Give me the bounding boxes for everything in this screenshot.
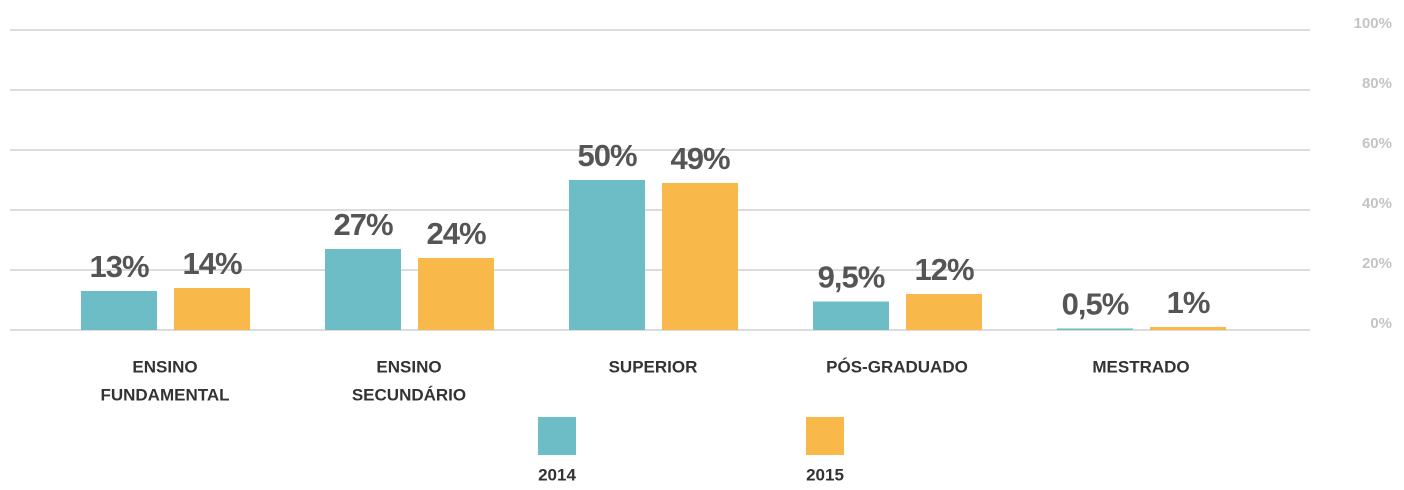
x-tick-label: ENSINO [376, 357, 441, 376]
y-tick-label: 60% [1362, 135, 1392, 152]
y-tick-label: 0% [1370, 315, 1392, 332]
value-label: 13% [89, 249, 148, 284]
bar [418, 258, 494, 330]
x-tick-label: PÓS-GRADUADO [826, 357, 968, 376]
legend-swatch [806, 417, 844, 455]
value-label: 0,5% [1062, 287, 1129, 322]
value-label: 49% [670, 141, 729, 176]
x-tick-label: SUPERIOR [609, 357, 698, 376]
legend-label: 2015 [806, 465, 844, 484]
y-tick-label: 80% [1362, 75, 1392, 92]
value-label: 14% [182, 246, 241, 281]
y-tick-label: 100% [1354, 15, 1392, 32]
value-label: 12% [914, 252, 973, 287]
bar [81, 291, 157, 330]
bar [662, 183, 738, 330]
y-tick-label: 20% [1362, 255, 1392, 272]
x-tick-label: MESTRADO [1092, 357, 1189, 376]
value-label: 1% [1167, 285, 1210, 320]
value-label: 24% [426, 216, 485, 251]
value-label: 50% [577, 138, 636, 173]
legend-swatch [538, 417, 576, 455]
bar [325, 249, 401, 330]
x-tick-label: SECUNDÁRIO [352, 385, 466, 404]
bar [906, 294, 982, 330]
legend-label: 2014 [538, 465, 576, 484]
bar [813, 301, 889, 330]
bar [1150, 327, 1226, 330]
value-label: 27% [333, 207, 392, 242]
value-label: 9,5% [818, 260, 885, 295]
bar [569, 180, 645, 330]
x-tick-label: FUNDAMENTAL [100, 385, 229, 404]
bar [1057, 328, 1133, 330]
x-tick-label: ENSINO [132, 357, 197, 376]
bar [174, 288, 250, 330]
y-tick-label: 40% [1362, 195, 1392, 212]
